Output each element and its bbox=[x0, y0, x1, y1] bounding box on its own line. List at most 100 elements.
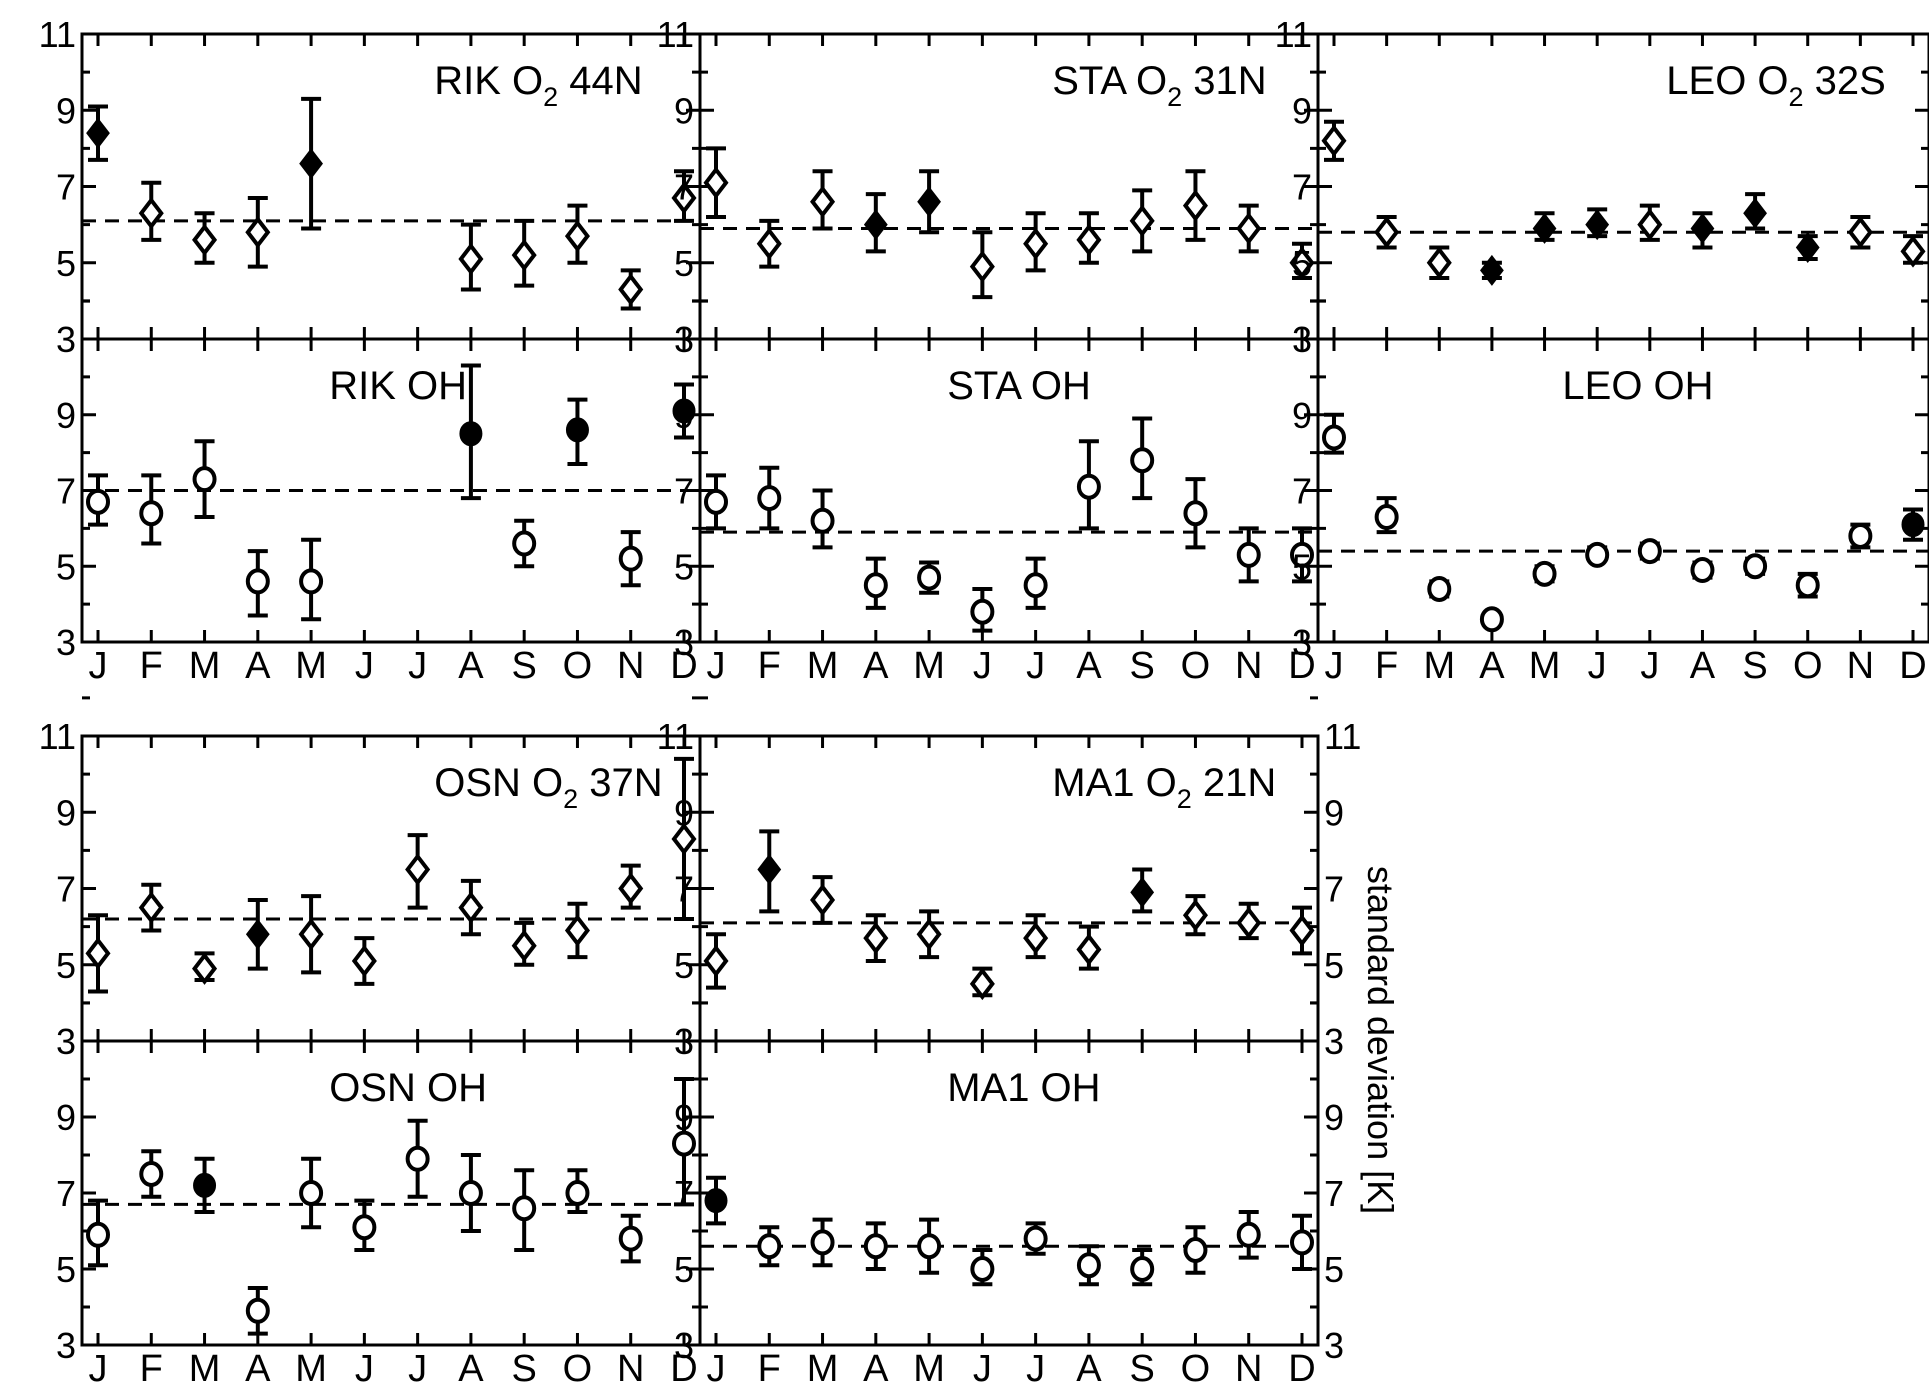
y-tick-label: 5 bbox=[56, 546, 76, 587]
y-tick-label-right: 3 bbox=[1324, 1021, 1344, 1062]
y-tick-label: 3 bbox=[56, 319, 76, 360]
data-point bbox=[618, 872, 644, 905]
panel-title-latitude: 31N bbox=[1182, 59, 1267, 103]
data-point bbox=[1480, 254, 1504, 286]
data-point bbox=[405, 853, 431, 886]
y-tick-label: 7 bbox=[56, 1173, 76, 1214]
data-point bbox=[917, 1233, 942, 1260]
y-tick-label: 3 bbox=[674, 1325, 694, 1366]
x-tick-label: J bbox=[1026, 1348, 1045, 1390]
x-tick-label: M bbox=[189, 645, 221, 687]
data-point bbox=[1076, 473, 1101, 500]
panel-title: MA1 O2 21N bbox=[1052, 761, 1276, 814]
x-tick-label: J bbox=[408, 645, 427, 687]
y-tick-label: 9 bbox=[56, 90, 76, 131]
y-tick-label: 11 bbox=[1275, 14, 1312, 55]
data-point bbox=[1183, 500, 1208, 527]
data-point bbox=[1585, 209, 1610, 241]
x-tick-label: J bbox=[707, 645, 726, 687]
x-tick-label: A bbox=[1076, 1348, 1102, 1390]
panel-title-station: OSN O bbox=[434, 761, 563, 805]
x-tick-label: M bbox=[295, 645, 327, 687]
y-tick-label: 7 bbox=[56, 167, 76, 208]
panel-title-station: LEO O bbox=[1666, 59, 1788, 103]
data-point bbox=[1182, 898, 1208, 932]
panel-title-latitude: 32S bbox=[1804, 59, 1886, 103]
data-point bbox=[298, 917, 324, 951]
x-tick-label: N bbox=[1235, 645, 1262, 687]
panel-title-subscript: 2 bbox=[563, 784, 578, 814]
x-tick-label: A bbox=[863, 645, 889, 687]
panel-title-station: LEO OH bbox=[1562, 364, 1713, 408]
y-tick-label: 11 bbox=[39, 716, 76, 757]
y-tick-label: 5 bbox=[1292, 546, 1312, 587]
data-point bbox=[1290, 541, 1314, 568]
data-point bbox=[704, 1188, 728, 1214]
x-tick-label: J bbox=[973, 645, 992, 687]
data-point bbox=[565, 417, 589, 443]
data-point bbox=[618, 545, 643, 572]
data-point bbox=[139, 500, 164, 527]
data-point bbox=[671, 181, 697, 215]
panel-9: 3 3 5 5 7 7 9 9 11 11 MA1 O2 21N bbox=[657, 696, 1361, 1062]
panel-title-subscript: 2 bbox=[1177, 784, 1192, 814]
x-tick-label: A bbox=[458, 645, 484, 687]
x-tick-label: F bbox=[758, 645, 781, 687]
data-point bbox=[352, 1214, 377, 1241]
panel-title-subscript: 2 bbox=[1789, 82, 1804, 112]
y-tick-label: 9 bbox=[56, 1097, 76, 1138]
panel-title: OSN OH bbox=[329, 1066, 487, 1110]
data-point bbox=[86, 1221, 110, 1248]
data-point bbox=[704, 488, 728, 515]
panel-title: RIK OH bbox=[329, 364, 467, 408]
panel-title-station: RIK OH bbox=[329, 364, 467, 408]
y-tick-label: 3 bbox=[56, 1325, 76, 1366]
data-point bbox=[1743, 553, 1768, 580]
y-tick-label-right: 7 bbox=[1324, 1173, 1344, 1214]
y-tick-label: 7 bbox=[674, 1173, 694, 1214]
data-point bbox=[1023, 1225, 1048, 1252]
x-tick-label: A bbox=[458, 1348, 484, 1390]
data-point bbox=[1289, 914, 1315, 947]
x-tick-label: J bbox=[707, 1348, 726, 1390]
data-point bbox=[810, 185, 836, 219]
x-tick-label: N bbox=[617, 1348, 644, 1390]
panel-title: LEO O2 32S bbox=[1666, 59, 1886, 112]
y-tick-label: 3 bbox=[674, 319, 694, 360]
x-tick-label: S bbox=[1742, 645, 1767, 687]
y-tick-label: 5 bbox=[56, 243, 76, 284]
x-tick-label: J bbox=[1325, 645, 1344, 687]
data-point bbox=[351, 944, 377, 978]
data-point bbox=[756, 227, 782, 260]
x-tick-label: D bbox=[670, 645, 697, 687]
y-tick-label: 7 bbox=[674, 471, 694, 512]
data-point bbox=[1321, 124, 1347, 158]
y-tick-label: 7 bbox=[674, 869, 694, 910]
data-point bbox=[1427, 575, 1452, 602]
data-point bbox=[299, 1180, 324, 1206]
data-point bbox=[703, 166, 729, 199]
panel-title-station: MA1 OH bbox=[947, 1066, 1100, 1110]
data-point bbox=[245, 1297, 270, 1324]
y-tick-label: 9 bbox=[1292, 395, 1312, 436]
data-point bbox=[810, 507, 835, 534]
data-point bbox=[1900, 235, 1926, 268]
x-tick-label: J bbox=[1026, 645, 1045, 687]
x-tick-label: M bbox=[295, 1348, 327, 1390]
data-point bbox=[671, 822, 697, 856]
data-point bbox=[1690, 212, 1715, 244]
data-point bbox=[299, 148, 323, 180]
data-point bbox=[1795, 232, 1820, 263]
x-tick-label: S bbox=[512, 645, 537, 687]
data-point bbox=[810, 883, 836, 917]
panel-title-subscript: 2 bbox=[543, 82, 558, 112]
panel-title: STA OH bbox=[947, 364, 1091, 408]
y-tick-label: 7 bbox=[56, 869, 76, 910]
y-tick-label: 5 bbox=[674, 243, 694, 284]
data-point bbox=[1848, 522, 1873, 549]
y-tick-label: 5 bbox=[674, 1249, 694, 1290]
y-tick-label: 5 bbox=[1292, 243, 1312, 284]
data-point bbox=[1847, 215, 1873, 249]
